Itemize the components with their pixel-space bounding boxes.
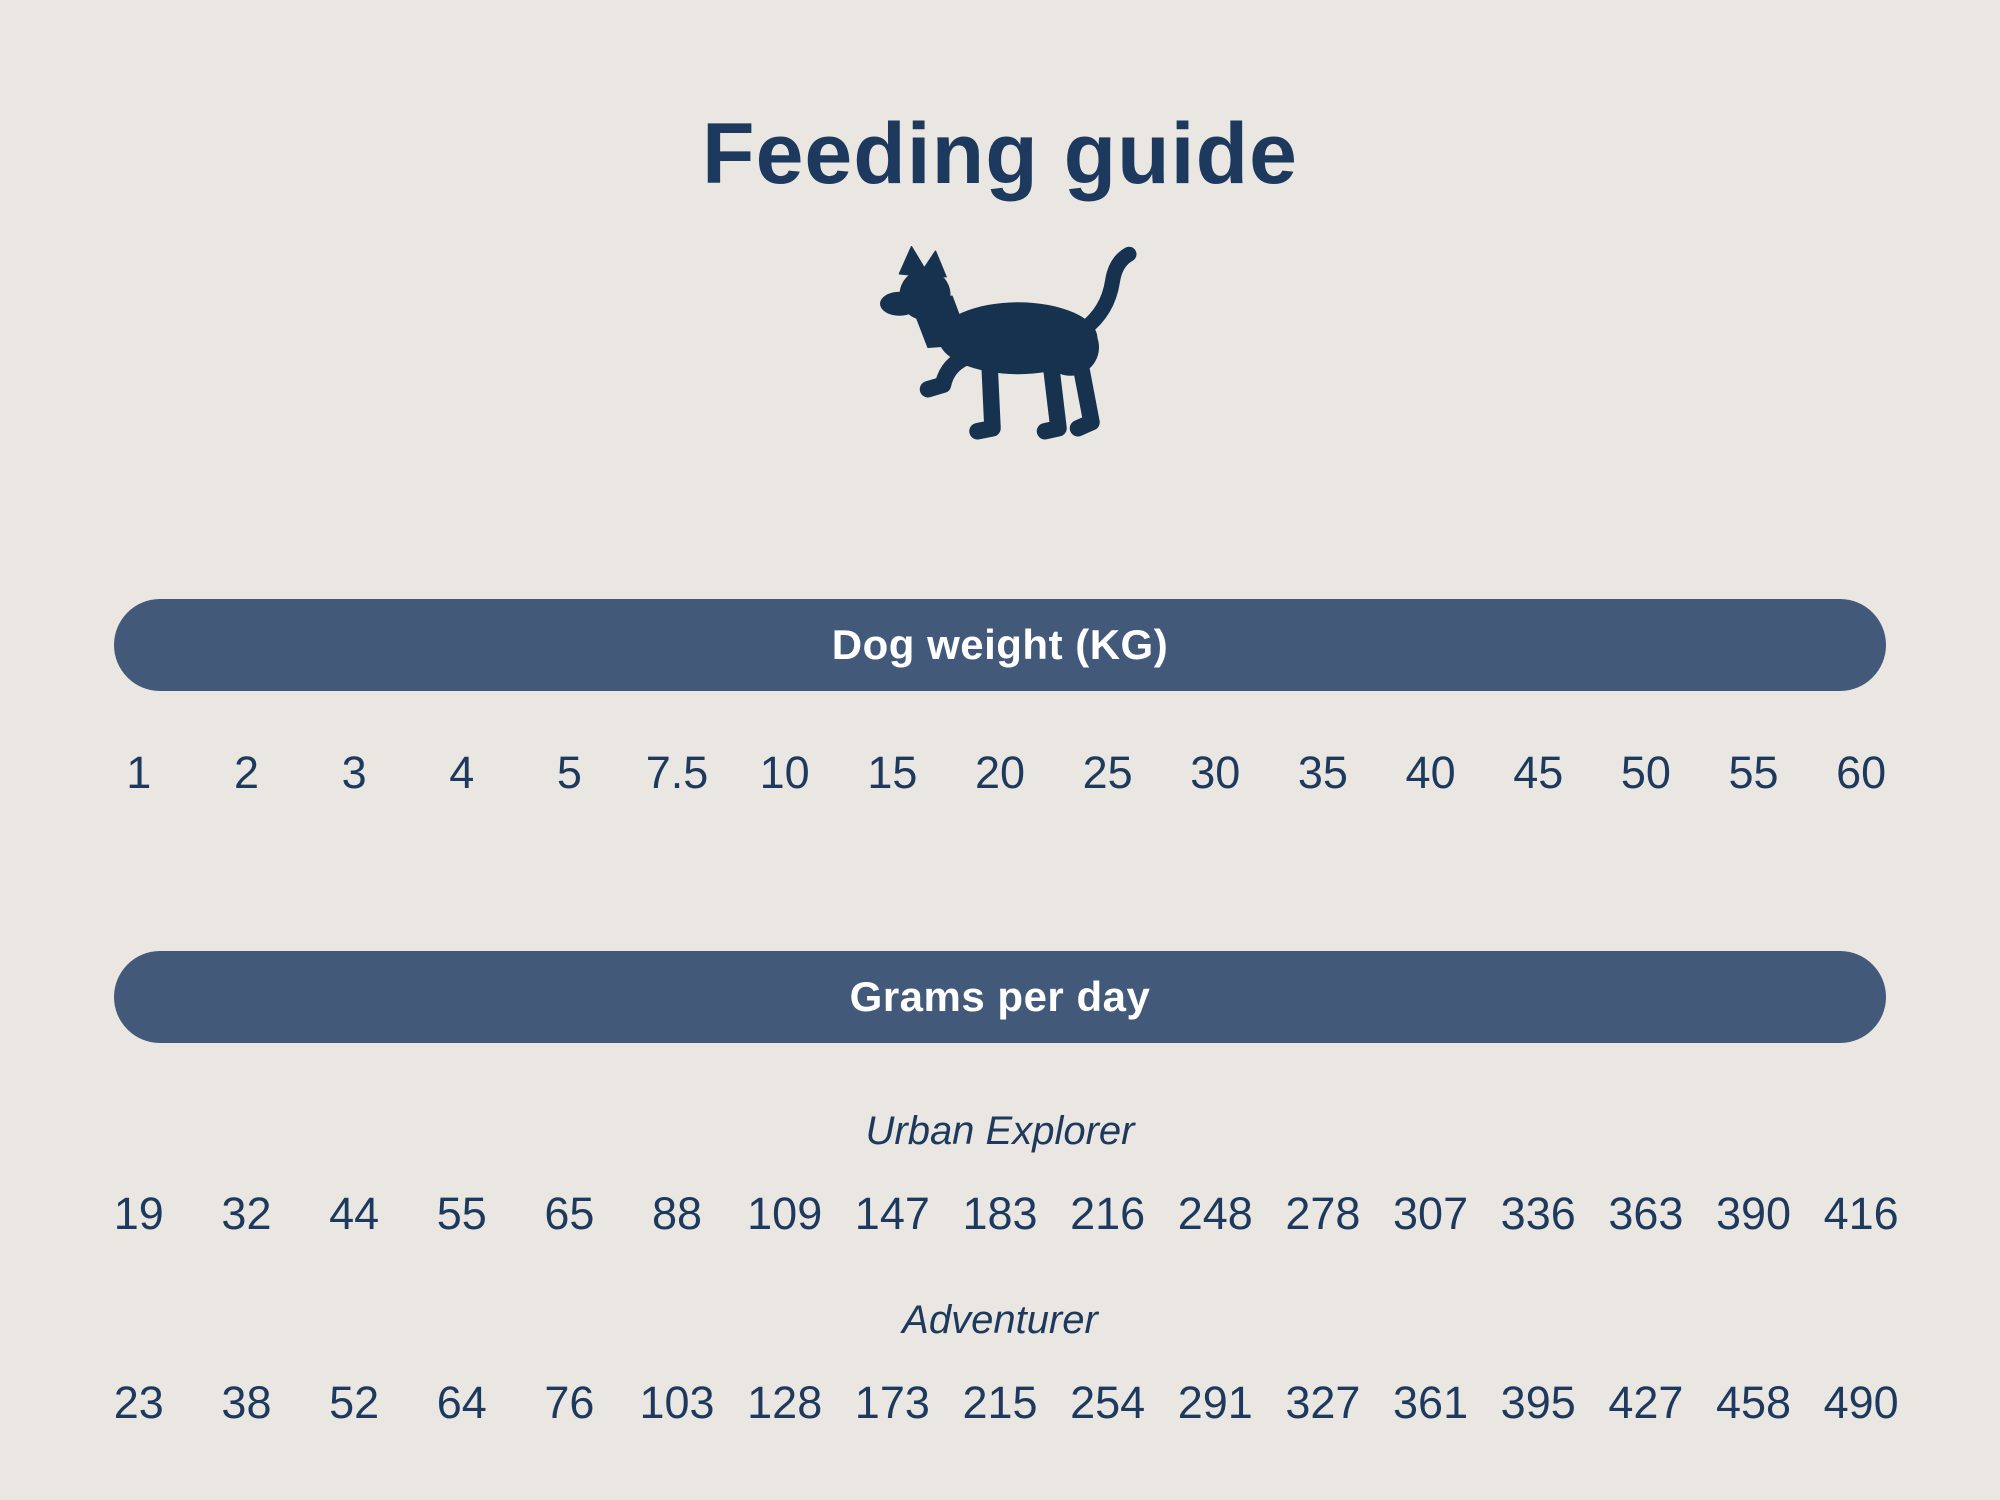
weight-value: 2 (233, 747, 259, 798)
grams-value: 109 (747, 1188, 823, 1239)
weight-value: 4 (449, 747, 475, 798)
grams-value: 19 (113, 1188, 164, 1239)
grams-value: 216 (1070, 1188, 1146, 1239)
grams-value: 103 (639, 1377, 715, 1428)
grams-value: 215 (962, 1377, 1038, 1428)
dog-silhouette-icon (880, 246, 1137, 440)
grams-value: 38 (221, 1377, 272, 1428)
grams-per-day-header-bar: Grams per day (114, 951, 1886, 1043)
weight-value: 15 (867, 747, 918, 798)
series-label-urban-explorer: Urban Explorer (865, 1109, 1135, 1153)
dog-weight-header-bar: Dog weight (KG) (114, 599, 1886, 691)
grams-per-day-header-label: Grams per day (849, 973, 1151, 1020)
weight-value: 35 (1297, 747, 1348, 798)
urban-explorer-values-row: 19 32 44 55 65 88 109 147 183 216 248 278 307 336 363 3… (85, 1188, 1915, 1240)
grams-value: 44 (329, 1188, 380, 1239)
grams-value: 64 (436, 1377, 487, 1428)
weight-value: 40 (1405, 747, 1456, 798)
grams-value: 128 (747, 1377, 823, 1428)
grams-value: 76 (544, 1377, 595, 1428)
grams-value: 55 (436, 1188, 487, 1239)
grams-value: 23 (113, 1377, 164, 1428)
grams-value: 254 (1070, 1377, 1146, 1428)
grams-value: 427 (1608, 1377, 1684, 1428)
dog-weight-values-row: 1 2 3 4 5 7.5 10 15 20 25 30 35 40 45 50 55 60 (85, 747, 1915, 799)
page-title: Feeding guide (702, 106, 1298, 202)
dog-illustration-wrap (0, 239, 2000, 454)
series-label-adventurer: Adventurer (902, 1298, 1098, 1342)
weight-value: 55 (1728, 747, 1779, 798)
grams-value: 291 (1177, 1377, 1253, 1428)
grams-value: 88 (652, 1188, 703, 1239)
grams-value: 278 (1285, 1188, 1361, 1239)
dog-weight-header-label: Dog weight (KG) (831, 621, 1169, 668)
grams-value: 65 (544, 1188, 595, 1239)
weight-value: 1 (126, 747, 152, 798)
grams-value: 336 (1500, 1188, 1576, 1239)
weight-value: 50 (1620, 747, 1671, 798)
weight-value: 25 (1082, 747, 1133, 798)
grams-value: 32 (221, 1188, 272, 1239)
grams-value: 390 (1715, 1188, 1792, 1239)
weight-value: 10 (759, 747, 810, 798)
grams-value: 147 (854, 1188, 930, 1239)
grams-value: 416 (1823, 1188, 1899, 1239)
weight-value: 30 (1190, 747, 1241, 798)
grams-value: 248 (1177, 1188, 1253, 1239)
weight-value: 60 (1836, 747, 1887, 798)
weight-value: 3 (341, 747, 367, 798)
grams-value: 173 (854, 1377, 930, 1428)
grams-value: 327 (1285, 1377, 1361, 1428)
grams-value: 183 (962, 1188, 1038, 1239)
grams-value: 361 (1393, 1377, 1469, 1428)
grams-value: 52 (329, 1377, 380, 1428)
grams-value: 307 (1393, 1188, 1469, 1239)
adventurer-values-row: 23 38 52 64 76 103 128 173 215 254 291 327 361 395 427… (85, 1377, 1915, 1429)
weight-value: 7.5 (645, 747, 709, 798)
weight-value: 45 (1513, 747, 1564, 798)
grams-value: 490 (1823, 1377, 1899, 1428)
grams-value: 458 (1715, 1377, 1792, 1428)
grams-value: 395 (1500, 1377, 1576, 1428)
weight-value: 5 (556, 747, 582, 798)
weight-value: 20 (974, 747, 1026, 798)
grams-value: 363 (1608, 1188, 1684, 1239)
